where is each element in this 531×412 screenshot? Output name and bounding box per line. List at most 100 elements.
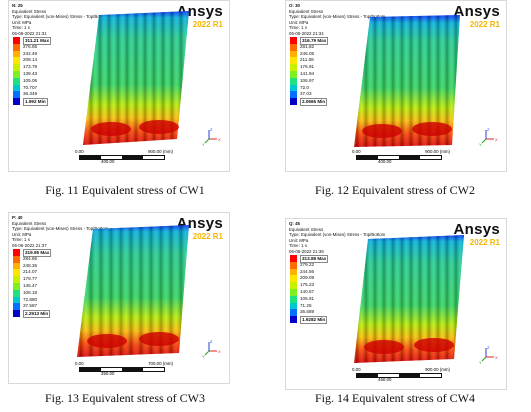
figure-caption: Fig. 13 Equivalent stress of CW3 (45, 391, 205, 405)
result-date: 06-06-2022 21:39 (289, 248, 324, 254)
svg-text:Y: Y (202, 354, 205, 359)
distance-scale-bar: 0.00 700.00 (mm) 350.00 (75, 361, 173, 376)
legend-value: 139.43 (23, 70, 38, 76)
legend-max: 313.88 Max (300, 255, 329, 263)
legend-min: 2.2913 Min (23, 310, 51, 319)
result-type: Type: Equivalent (von-Mises) Stress - To… (289, 14, 386, 20)
legend-value: 70.707 (23, 84, 38, 90)
legend-value: 108.18 (23, 289, 38, 295)
result-time: Time: 1 s (12, 25, 30, 31)
stress-contour-model (354, 15, 460, 147)
legend-value: 72.880 (23, 296, 38, 302)
legend-value: 279.22 (300, 261, 315, 267)
result-date: 06-06-2022 21:37 (12, 242, 47, 248)
result-unit: Unit: MPa (289, 237, 309, 243)
result-time: Time: 1 s (12, 237, 30, 243)
result-title: Equivalent Stress (289, 226, 324, 232)
legend-value: 37.587 (23, 303, 38, 309)
distance-scale-bar: 0.00 900.00 (mm) 400.00 (75, 149, 173, 164)
color-legend: 313.88 Max 279.22 244.56 209.09 175.23 1… (290, 255, 334, 325)
result-panel-cw1: N: 25 Equivalent Stress Type: Equivalent… (8, 0, 230, 172)
legend-max: 319.95 Max (23, 249, 52, 257)
axis-triad-icon: X Z Y (479, 345, 498, 365)
result-time: Time: 1 s (289, 25, 307, 31)
color-legend: 316.79 Max 281.82 246.05 211.08 176.91 1… (290, 37, 334, 107)
result-type: Type: Equivalent (von-Mises) Stress - To… (12, 14, 109, 20)
result-unit: Unit: MPa (12, 231, 32, 237)
legend-value: 214.07 (23, 269, 38, 275)
result-title: Equivalent Stress (12, 8, 47, 14)
svg-text:Y: Y (479, 142, 482, 147)
legend-value: 276.65 (23, 43, 38, 49)
legend-value: 105.91 (300, 295, 315, 301)
svg-text:Z: Z (487, 345, 490, 350)
result-time: Time: 1 s (289, 243, 307, 249)
legend-value: 106.97 (300, 77, 315, 83)
stress-contour-model (83, 11, 189, 145)
result-header: P: 40 Equivalent Stress Type: Equivalent… (12, 215, 108, 249)
figure-caption: Fig. 11 Equivalent stress of CW1 (45, 183, 205, 197)
legend-value: 179.77 (23, 276, 38, 282)
axis-triad-icon: X Z Y (479, 127, 498, 147)
result-header: O: 30 Equivalent Stress Type: Equivalent… (289, 3, 385, 37)
result-id: N: 25 (12, 3, 23, 8)
legend-value: 246.05 (300, 50, 315, 56)
legend-value: 281.82 (300, 43, 315, 49)
color-legend: 319.95 Max 284.66 248.36 214.07 179.77 1… (13, 249, 57, 319)
legend-value: 72.0 (300, 84, 309, 90)
result-date: 06-06-2022 21:34 (289, 30, 324, 36)
svg-text:X: X (495, 137, 498, 142)
legend-min: 2.0665 Min (300, 98, 328, 107)
legend-value: 105.06 (23, 77, 38, 83)
distance-scale-bar: 0.00 900.00 (mm) 400.00 (352, 149, 450, 164)
result-panel-cw2: O: 30 Equivalent Stress Type: Equivalent… (285, 0, 507, 172)
legend-value: 284.66 (23, 255, 38, 261)
result-title: Equivalent Stress (12, 220, 47, 226)
svg-text:Z: Z (210, 127, 213, 132)
ansys-logo: Ansys 2022 R1 (453, 3, 500, 29)
figure-caption: Fig. 12 Equivalent stress of CW2 (315, 183, 475, 197)
result-title: Equivalent Stress (289, 8, 324, 14)
stress-contour-model (354, 235, 464, 363)
legend-value: 244.56 (300, 268, 315, 274)
result-id: Q: 45 (289, 221, 300, 226)
result-unit: Unit: MPa (289, 19, 309, 25)
legend-value: 208.14 (23, 57, 38, 63)
svg-text:X: X (218, 349, 221, 354)
stress-contour-model (77, 225, 189, 357)
result-id: O: 30 (289, 3, 300, 8)
ansys-logo: Ansys 2022 R1 (453, 221, 500, 247)
result-panel-cw3: P: 40 Equivalent Stress Type: Equivalent… (8, 212, 230, 384)
legend-value: 37.03 (300, 91, 312, 97)
legend-value: 71.25 (300, 302, 312, 308)
legend-value: 36.589 (300, 309, 315, 315)
result-unit: Unit: MPa (12, 19, 32, 25)
legend-max: 311.21 Max (23, 37, 52, 45)
axis-triad-icon: X Z Y (202, 339, 221, 359)
result-panel-cw4: Q: 45 Equivalent Stress Type: Equivalent… (285, 218, 507, 390)
svg-text:X: X (218, 137, 221, 142)
legend-value: 141.94 (300, 70, 315, 76)
svg-text:Z: Z (210, 339, 213, 344)
legend-value: 36.349 (23, 91, 38, 97)
legend-min: 1.9282 Min (300, 316, 328, 325)
legend-value: 140.57 (300, 288, 315, 294)
result-type: Type: Equivalent (von-Mises) Stress - To… (12, 226, 109, 232)
legend-value: 209.09 (300, 275, 315, 281)
legend-value: 173.79 (23, 64, 38, 70)
result-header: Q: 45 Equivalent Stress Type: Equivalent… (289, 221, 385, 255)
axis-triad-icon: X Z Y (202, 127, 221, 147)
figure-caption: Fig. 14 Equivalent stress of CW4 (315, 391, 475, 405)
result-date: 06-06-2022 21:31 (12, 30, 47, 36)
svg-text:X: X (495, 355, 498, 360)
legend-min: 1.992 Min (23, 98, 48, 107)
legend-value: 145.47 (23, 282, 38, 288)
svg-text:Y: Y (202, 142, 205, 147)
legend-value: 211.08 (300, 57, 314, 63)
svg-text:Z: Z (487, 127, 490, 132)
result-type: Type: Equivalent (von-Mises) Stress - To… (289, 232, 386, 238)
legend-value: 175.23 (300, 282, 315, 288)
svg-text:Y: Y (479, 360, 482, 365)
legend-value: 242.49 (23, 50, 38, 56)
legend-max: 316.79 Max (300, 37, 329, 45)
